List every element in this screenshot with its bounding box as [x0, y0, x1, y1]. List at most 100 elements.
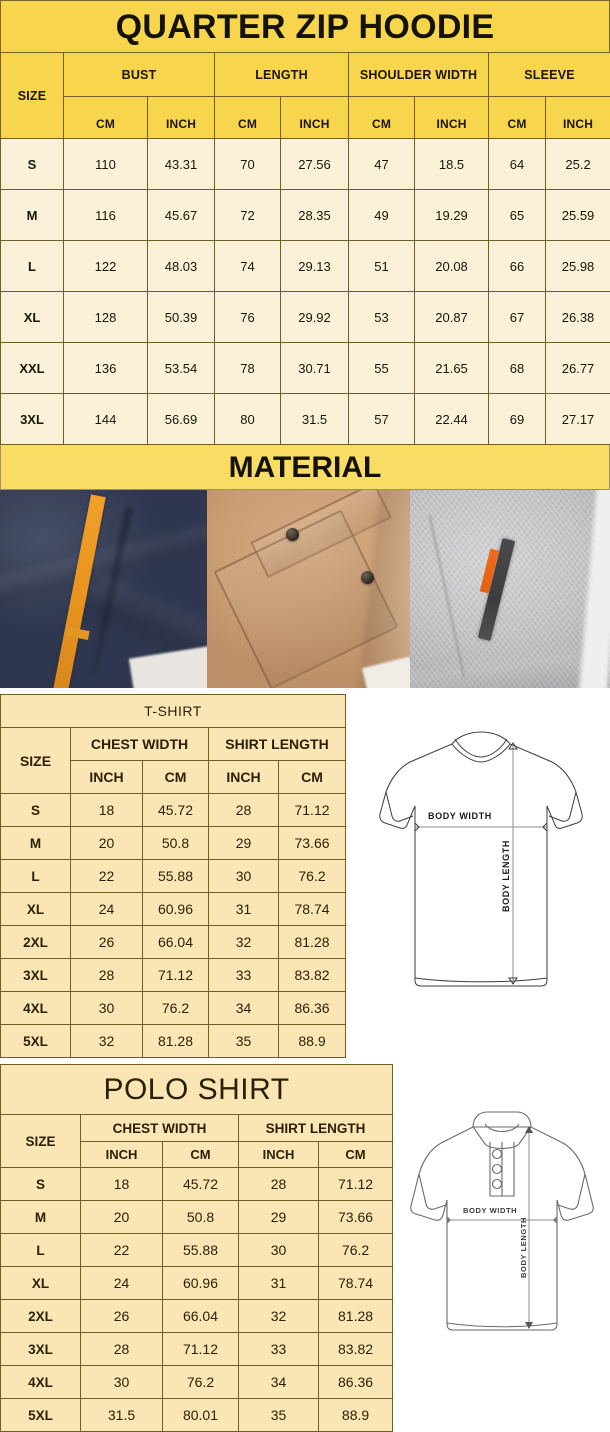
hoodie-cell: 49 [349, 190, 415, 241]
polo-size-4xl: 4XL [1, 1366, 81, 1399]
hoodie-cell: 25.2 [546, 139, 610, 190]
polo-cell: 76.2 [319, 1234, 393, 1267]
tshirt-cell: 60.96 [143, 893, 209, 926]
tshirt-size-5xl: 5XL [1, 1025, 71, 1058]
polo-cell: 60.96 [163, 1267, 239, 1300]
hoodie-cell: 25.98 [546, 241, 610, 292]
tshirt-cell: 28 [209, 794, 279, 827]
polo-size-3xl: 3XL [1, 1333, 81, 1366]
polo-cell: 33 [239, 1333, 319, 1366]
polo-cell: 66.04 [163, 1300, 239, 1333]
polo-size-l: L [1, 1234, 81, 1267]
table-row: XL 24 60.96 31 78.74 [1, 893, 346, 926]
tshirt-size-4xl: 4XL [1, 992, 71, 1025]
tshirt-body-width-label: BODY WIDTH [428, 811, 492, 821]
tshirt-cell: 33 [209, 959, 279, 992]
hoodie-unit-length-inch: INCH [281, 97, 349, 139]
hoodie-cell: 29.92 [281, 292, 349, 343]
hoodie-cell: 70 [215, 139, 281, 190]
polo-cell: 18 [81, 1168, 163, 1201]
polo-cell: 34 [239, 1366, 319, 1399]
hoodie-cell: 136 [64, 343, 148, 394]
hoodie-size-xxl: XXL [1, 343, 64, 394]
polo-title: POLO SHIRT [1, 1065, 393, 1115]
polo-cell: 83.82 [319, 1333, 393, 1366]
hoodie-col-size: SIZE [1, 53, 64, 139]
tshirt-cell: 18 [71, 794, 143, 827]
tshirt-cell: 31 [209, 893, 279, 926]
hoodie-cell: 80 [215, 394, 281, 445]
table-row: L 22 55.88 30 76.2 [1, 860, 346, 893]
polo-body-length-label: BODY LENGTH [519, 1217, 528, 1278]
tshirt-size-xl: XL [1, 893, 71, 926]
hoodie-cell: 31.5 [281, 394, 349, 445]
hoodie-col-sleeve: SLEEVE [489, 53, 610, 97]
polo-cell: 30 [239, 1234, 319, 1267]
polo-cell: 55.88 [163, 1234, 239, 1267]
polo-cell: 32 [239, 1300, 319, 1333]
table-row: 2XL 26 66.04 32 81.28 [1, 1300, 393, 1333]
polo-cell: 86.36 [319, 1366, 393, 1399]
hoodie-col-shoulder-width: SHOULDER WIDTH [349, 53, 489, 97]
tshirt-cell: 30 [71, 992, 143, 1025]
polo-size-m: M [1, 1201, 81, 1234]
table-row: XL 128 50.39 76 29.92 53 20.87 67 26.38 [1, 292, 610, 343]
tshirt-cell: 81.28 [279, 926, 346, 959]
tshirt-cell: 28 [71, 959, 143, 992]
polo-cell: 26 [81, 1300, 163, 1333]
tshirt-cell: 81.28 [143, 1025, 209, 1058]
hoodie-cell: 78 [215, 343, 281, 394]
tshirt-cell: 86.36 [279, 992, 346, 1025]
tshirt-size-table: T-SHIRT SIZE CHEST WIDTH SHIRT LENGTH IN… [0, 694, 346, 1058]
hoodie-cell: 110 [64, 139, 148, 190]
hoodie-cell: 19.29 [415, 190, 489, 241]
polo-cell: 30 [81, 1366, 163, 1399]
tshirt-cell: 34 [209, 992, 279, 1025]
polo-size-2xl: 2XL [1, 1300, 81, 1333]
tshirt-unit-chest-cm: CM [143, 761, 209, 794]
hoodie-cell: 22.44 [415, 394, 489, 445]
hoodie-size-section: QUARTER ZIP HOODIE SIZE BUST LENGTH SHOU… [0, 0, 610, 445]
polo-diagram-column: BODY WIDTH BODY LENGTH [393, 1064, 610, 1345]
material-photo-navy-fleece-zip-pocket [0, 490, 207, 688]
hoodie-unit-shoulder-inch: INCH [415, 97, 489, 139]
tshirt-cell: 29 [209, 827, 279, 860]
polo-body-width-label: BODY WIDTH [463, 1206, 517, 1215]
table-row: 2XL 26 66.04 32 81.28 [1, 926, 346, 959]
hoodie-cell: 128 [64, 292, 148, 343]
polo-unit-chest-inch: INCH [81, 1142, 163, 1168]
polo-cell: 28 [239, 1168, 319, 1201]
tshirt-cell: 22 [71, 860, 143, 893]
tshirt-cell: 55.88 [143, 860, 209, 893]
table-row: 5XL 32 81.28 35 88.9 [1, 1025, 346, 1058]
table-row: S 18 45.72 28 71.12 [1, 794, 346, 827]
tshirt-size-l: L [1, 860, 71, 893]
hoodie-size-table: SIZE BUST LENGTH SHOULDER WIDTH SLEEVE C… [0, 52, 610, 445]
hoodie-cell: 20.87 [415, 292, 489, 343]
tshirt-cell: 71.12 [143, 959, 209, 992]
hoodie-cell: 69 [489, 394, 546, 445]
table-row: M 116 45.67 72 28.35 49 19.29 65 25.59 [1, 190, 610, 241]
polo-cell: 80.01 [163, 1399, 239, 1432]
hoodie-cell: 55 [349, 343, 415, 394]
table-row: L 122 48.03 74 29.13 51 20.08 66 25.98 [1, 241, 610, 292]
hoodie-unit-sleeve-cm: CM [489, 97, 546, 139]
table-row: M 20 50.8 29 73.66 [1, 827, 346, 860]
tshirt-size-s: S [1, 794, 71, 827]
polo-cell: 20 [81, 1201, 163, 1234]
polo-cell: 73.66 [319, 1201, 393, 1234]
tshirt-unit-length-cm: CM [279, 761, 346, 794]
tshirt-cell: 83.82 [279, 959, 346, 992]
polo-col-shirt-length: SHIRT LENGTH [239, 1115, 393, 1142]
hoodie-cell: 26.38 [546, 292, 610, 343]
polo-size-table: POLO SHIRT SIZE CHEST WIDTH SHIRT LENGTH… [0, 1064, 393, 1432]
hoodie-cell: 67 [489, 292, 546, 343]
hoodie-cell: 28.35 [281, 190, 349, 241]
hoodie-cell: 43.31 [148, 139, 215, 190]
polo-size-s: S [1, 1168, 81, 1201]
polo-table-column: POLO SHIRT SIZE CHEST WIDTH SHIRT LENGTH… [0, 1064, 393, 1432]
hoodie-cell: 68 [489, 343, 546, 394]
tshirt-cell: 32 [71, 1025, 143, 1058]
table-row: S 18 45.72 28 71.12 [1, 1168, 393, 1201]
hoodie-unit-shoulder-cm: CM [349, 97, 415, 139]
